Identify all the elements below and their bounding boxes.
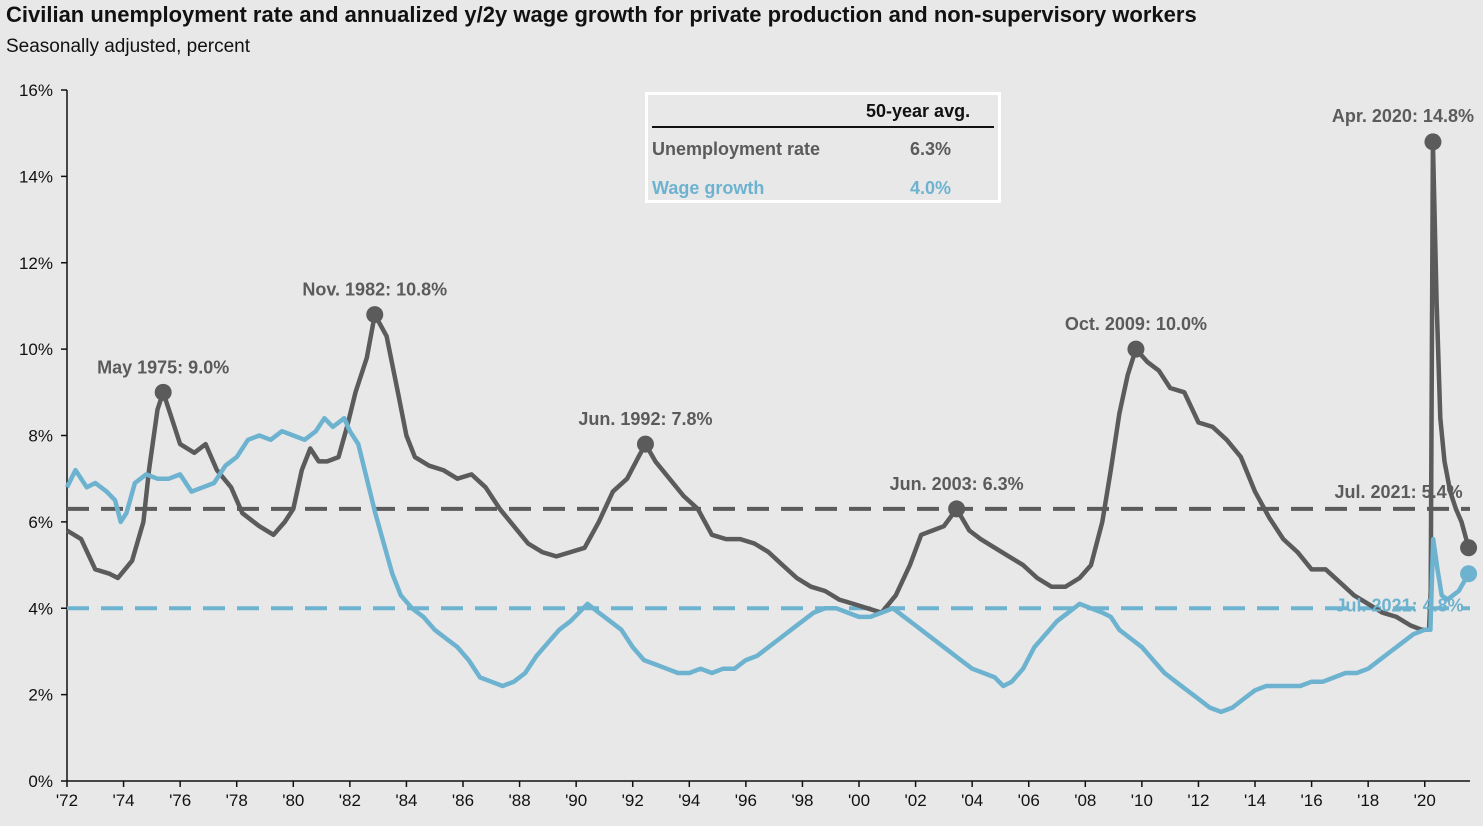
x-tick-label: '20: [1414, 791, 1436, 810]
annotation-point: [948, 500, 966, 518]
x-tick-label: '90: [565, 791, 587, 810]
annotation-label: Jun. 2003: 6.3%: [890, 474, 1024, 494]
series-line-unemployment: [65, 139, 1471, 633]
y-tick-label: 2%: [28, 686, 53, 705]
axes: 0% 2% 4% 6% 8% 10% 12% 14% 16% '72 '74 '76 '78 '80 '82…: [19, 81, 1470, 810]
annotation-point: [1460, 539, 1478, 557]
annotation-labels: May 1975: 9.0% Nov. 1982: 10.8% Jun. 1992:…: [97, 106, 1474, 616]
y-tick-label: 4%: [28, 599, 53, 618]
averages-row-value: 4.0%: [910, 178, 952, 198]
series-line-wage: [64, 415, 1471, 715]
y-tick-label: 0%: [28, 772, 53, 791]
annotation-label: Apr. 2020: 14.8%: [1332, 106, 1474, 126]
annotation-label: May 1975: 9.0%: [97, 357, 229, 377]
x-tick-label: '00: [848, 791, 870, 810]
x-tick-label: '88: [509, 791, 531, 810]
x-tick-label: '02: [905, 791, 927, 810]
y-tick-label: 12%: [19, 254, 53, 273]
averages-row-value: 6.3%: [910, 139, 952, 159]
x-tick-label: '86: [452, 791, 474, 810]
averages-row-label: Wage growth: [652, 178, 765, 198]
annotation-points: [154, 133, 1478, 583]
annotation-point: [366, 306, 384, 324]
x-tick-label: '94: [678, 791, 700, 810]
averages-table-header: 50-year avg.: [866, 101, 971, 121]
y-tick-label: 8%: [28, 427, 53, 446]
chart-subtitle: Seasonally adjusted, percent: [6, 36, 250, 57]
averages-table: 50-year avg. Unemployment rate 6.3% Wage…: [645, 92, 1001, 203]
x-tick-label: '98: [791, 791, 813, 810]
averages-row-label: Unemployment rate: [652, 139, 821, 159]
x-tick-label: '72: [56, 791, 78, 810]
x-tick-label: '10: [1131, 791, 1153, 810]
y-tick-label: 10%: [19, 340, 53, 359]
x-tick-label: '18: [1357, 791, 1379, 810]
averages-row-unemployment: Unemployment rate: [652, 139, 820, 160]
x-tick-label: '06: [1018, 791, 1040, 810]
average-lines: [67, 506, 1470, 611]
annotation-label: Oct. 2009: 10.0%: [1065, 314, 1207, 334]
x-tick-label: '08: [1074, 791, 1096, 810]
y-tick-label: 16%: [19, 81, 53, 100]
x-tick-label: '16: [1301, 791, 1323, 810]
y-tick-label: 6%: [28, 513, 53, 532]
chart-title: Civilian unemployment rate and annualize…: [6, 2, 1197, 27]
annotation-point: [154, 383, 172, 401]
x-tick-label: '76: [169, 791, 191, 810]
x-tick-label: '14: [1244, 791, 1266, 810]
annotation-point: [636, 435, 654, 453]
averages-row-wage: Wage growth: [652, 178, 764, 199]
x-tick-label: '96: [735, 791, 757, 810]
annotation-label: Jun. 1992: 7.8%: [578, 409, 712, 429]
annotation-label: Nov. 1982: 10.8%: [302, 280, 447, 300]
annotation-point: [1127, 340, 1145, 358]
annotation-label: Jul. 2021: 5.4%: [1335, 482, 1463, 502]
x-tick-label: '12: [1187, 791, 1209, 810]
x-tick-label: '84: [395, 791, 417, 810]
y-tick-label: 14%: [19, 167, 53, 186]
x-tick-label: '78: [226, 791, 248, 810]
x-tick-label: '92: [622, 791, 644, 810]
averages-table-rule: [652, 126, 994, 128]
x-tick-label: '82: [339, 791, 361, 810]
series-lines: [64, 139, 1471, 715]
annotation-label: Jul. 2021: 4.8%: [1336, 596, 1464, 616]
x-tick-label: '04: [961, 791, 983, 810]
annotation-point: [1424, 133, 1442, 151]
annotation-point: [1460, 565, 1478, 583]
x-tick-label: '80: [282, 791, 304, 810]
x-tick-label: '74: [112, 791, 134, 810]
